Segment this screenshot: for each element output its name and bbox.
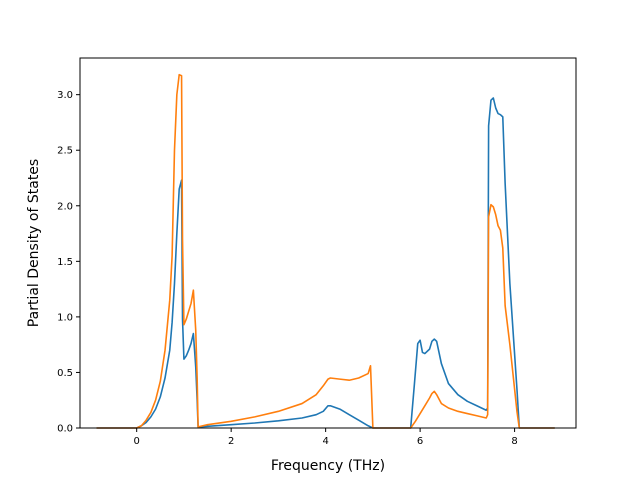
series-line-1 [96,97,555,429]
x-tick-label: 2 [228,436,234,447]
x-tick-label: 0 [133,436,139,447]
series-line-2 [96,73,555,429]
y-tick-label: 3.0 [57,90,73,101]
y-tick-label: 2.5 [57,146,73,157]
y-axis: 0.0 0.5 1.0 1.5 2.0 2.5 3.0 [57,90,80,435]
y-tick-label: 0.0 [57,424,73,435]
y-tick-label: 1.5 [57,257,73,268]
x-tick-label: 8 [511,436,517,447]
x-tick-label: 4 [322,436,328,447]
x-tick-label: 6 [417,436,423,447]
x-axis-label: Frequency (THz) [271,458,385,474]
x-axis: 0 2 4 6 8 [133,428,518,447]
y-tick-label: 1.0 [57,312,73,323]
plot-area [96,73,555,429]
y-tick-label: 0.5 [57,368,73,379]
y-tick-label: 2.0 [57,201,73,212]
axes-frame [79,57,577,429]
y-axis-label: Partial Density of States [26,159,42,327]
